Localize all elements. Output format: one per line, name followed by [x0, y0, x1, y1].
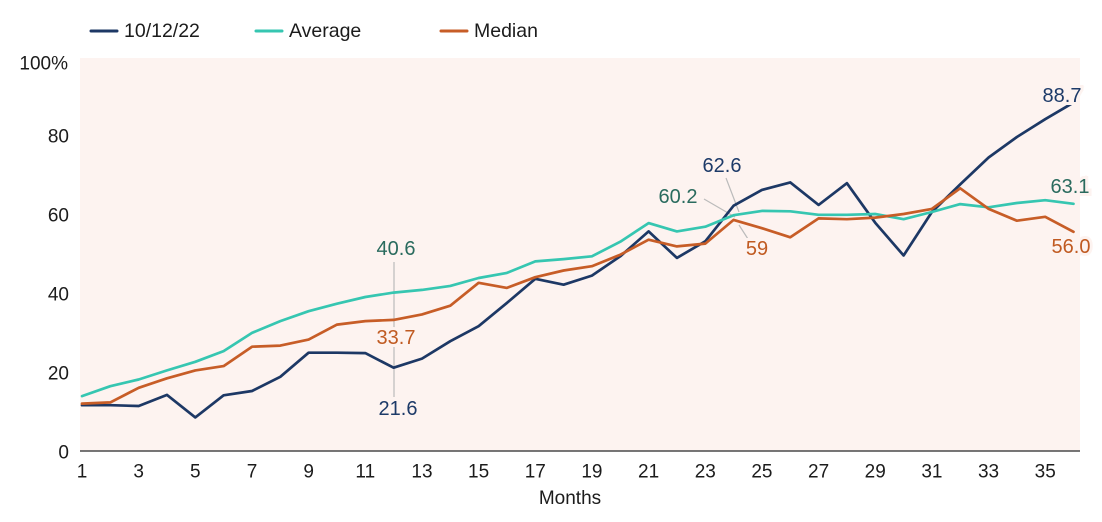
- legend-label-median: Median: [474, 20, 538, 42]
- legend-label-average: Average: [289, 20, 361, 42]
- y-tick-label-top: 100%: [19, 54, 68, 75]
- annotation-label-median-24: 59: [746, 238, 768, 260]
- x-tick-label: 33: [978, 462, 999, 483]
- y-tick-label: 0: [58, 443, 69, 464]
- x-tick-label: 23: [695, 462, 716, 483]
- legend-item-average: Average: [254, 20, 361, 42]
- y-tick-label: 60: [48, 206, 69, 227]
- annotation-label-median-36: 56.0: [1052, 236, 1091, 258]
- series-line-median: [80, 186, 1075, 405]
- plot-background-layer: [80, 58, 1080, 451]
- annotation-layer: 40.6 33.7 21.6 62.660.2 59 88.7 63.1 56.0: [374, 82, 1094, 423]
- x-tick-label: 25: [751, 462, 772, 483]
- legend-item-10-12-22: 10/12/22: [89, 20, 200, 42]
- series-line-average: [80, 198, 1075, 398]
- y-tick-label: 40: [48, 285, 69, 306]
- x-tick-label: 35: [1035, 462, 1056, 483]
- x-tick-label: 21: [638, 462, 659, 483]
- x-tick-label: 11: [355, 462, 375, 483]
- x-tick-label: 31: [921, 462, 942, 483]
- x-tick-label: 29: [865, 462, 886, 483]
- x-tick-label: 9: [303, 462, 314, 483]
- plot-background: [80, 58, 1080, 451]
- leader-line-average-24: [703, 198, 736, 218]
- x-tick-label: 5: [190, 462, 201, 483]
- leader-line-median-24: [738, 224, 749, 240]
- x-tick-label: 13: [411, 462, 432, 483]
- x-tick-label: 17: [525, 462, 546, 483]
- x-tick-label: 3: [133, 462, 144, 483]
- x-tick-label: 1: [77, 462, 88, 483]
- x-tick-label: 15: [468, 462, 489, 483]
- annotation-label-median-12: 33.7: [377, 327, 416, 349]
- annotation-label-average-36: 63.1: [1051, 176, 1090, 198]
- annotation-label-average-12: 40.6: [377, 238, 416, 260]
- x-tick-label: 27: [808, 462, 829, 483]
- x-axis-title: Months: [539, 488, 601, 509]
- legend-item-median: Median: [439, 20, 538, 42]
- leader-line-10-12-22-24: [725, 177, 740, 213]
- annotation-leader-layer: [393, 177, 749, 397]
- x-tick-label: 19: [581, 462, 602, 483]
- annotation-label-10-12-22-36: 88.7: [1043, 85, 1082, 107]
- y-tick-label: 20: [48, 364, 69, 385]
- annotation-label-10-12-22-12: 21.6: [379, 398, 418, 420]
- legend-label-10-12-22: 10/12/22: [124, 20, 200, 42]
- annotation-label-average-24: 60.2: [659, 186, 698, 208]
- y-tick-label: 80: [48, 127, 69, 148]
- legend: 10/12/22 Average Median: [89, 20, 538, 42]
- series-layer: [80, 101, 1075, 419]
- annotation-label-10-12-22-24: 62.6: [703, 155, 742, 177]
- series-line-10-12-22: [80, 101, 1075, 419]
- x-tick-label: 7: [247, 462, 258, 483]
